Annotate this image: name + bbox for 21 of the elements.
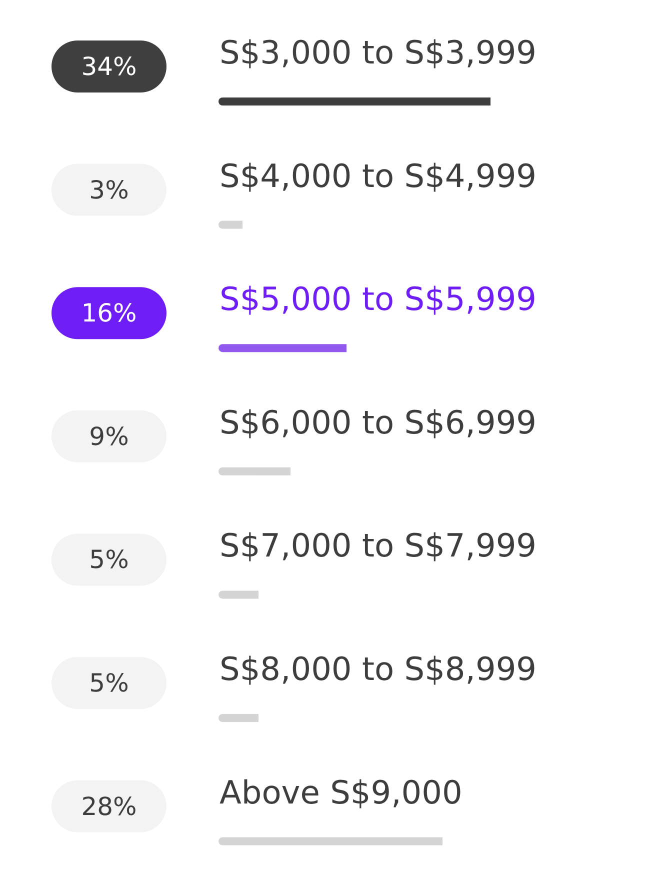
y-tick-label: S$8,000 to S$8,999 <box>220 650 537 688</box>
data-label: 34% <box>81 52 137 81</box>
data-label: 5% <box>89 668 129 698</box>
y-tick-label: S$3,000 to S$3,999 <box>220 34 537 72</box>
y-tick-label: S$5,000 to S$5,999 <box>220 280 537 318</box>
data-label: 5% <box>89 545 129 574</box>
bar <box>218 837 442 846</box>
bar <box>218 714 258 722</box>
bar <box>218 467 290 476</box>
bar <box>218 344 346 352</box>
data-label: 28% <box>81 792 137 821</box>
data-label: 9% <box>89 422 129 451</box>
data-label: 16% <box>81 298 137 328</box>
y-tick-label: S$6,000 to S$6,999 <box>220 403 537 442</box>
y-tick-label: Above S$9,000 <box>220 773 462 812</box>
data-label: 3% <box>89 175 129 204</box>
bar <box>218 220 242 229</box>
y-tick-label: S$4,000 to S$4,999 <box>220 156 537 195</box>
bar <box>218 98 490 106</box>
y-tick-label: S$7,000 to S$7,999 <box>220 526 537 565</box>
bar <box>218 590 258 599</box>
